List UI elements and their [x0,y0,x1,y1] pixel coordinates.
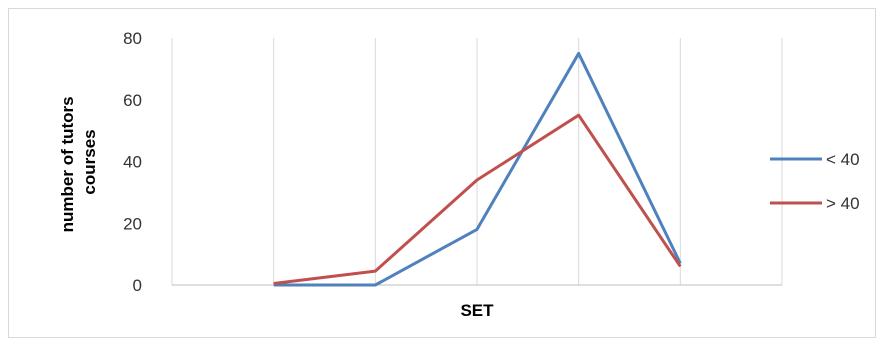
y-axis-title-line-1: number of tutors [58,96,77,232]
y-axis-title: number of tutors courses [58,92,99,233]
series-line-gt40 [273,113,682,285]
y-tick-label: 80 [123,29,142,48]
y-tick-label: 20 [123,214,142,233]
y-tick-label: 0 [133,276,142,295]
chart-frame [8,8,876,338]
legend: < 40 > 40 [770,150,860,213]
x-axis-title: SET [460,301,494,320]
y-axis-title-line-2: courses [80,129,99,194]
y-tick-label: 60 [123,91,142,110]
series-lines [273,51,682,287]
gridlines [273,38,783,285]
axes: 0 20 40 60 80 [123,29,782,295]
legend-label-lt40: < 40 [826,150,860,169]
legend-label-gt40: > 40 [826,194,860,213]
series-line-lt40 [273,51,682,287]
y-tick-label: 40 [123,153,142,172]
